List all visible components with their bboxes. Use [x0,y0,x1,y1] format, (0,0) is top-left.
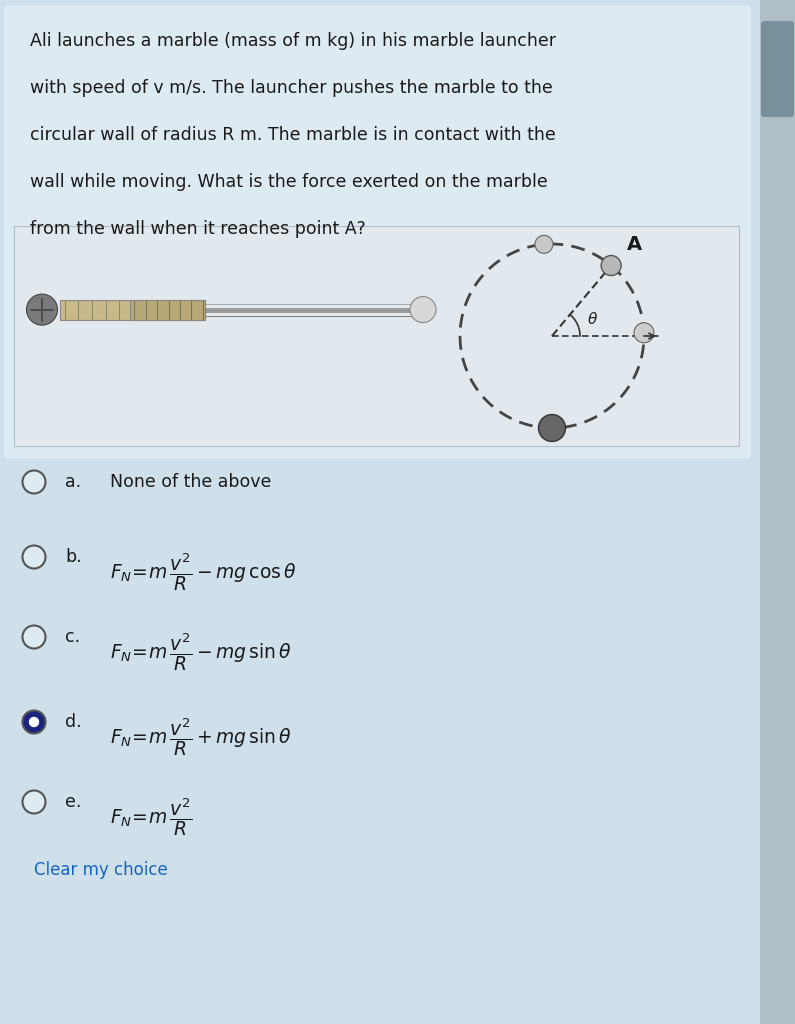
Text: $F_N\!=\!m\,\dfrac{v^2}{R} + mg\,\sin\theta$: $F_N\!=\!m\,\dfrac{v^2}{R} + mg\,\sin\th… [110,717,292,758]
Text: $F_N\!=\!m\,\dfrac{v^2}{R} - mg\,\cos\theta$: $F_N\!=\!m\,\dfrac{v^2}{R} - mg\,\cos\th… [110,551,297,593]
Circle shape [22,470,45,494]
Circle shape [410,297,436,323]
Circle shape [22,791,45,813]
Text: None of the above: None of the above [110,473,271,490]
Text: a.: a. [65,473,81,490]
Text: with speed of v m/s. The launcher pushes the marble to the: with speed of v m/s. The launcher pushes… [30,79,553,97]
Text: $\theta$: $\theta$ [587,311,598,327]
Text: b.: b. [65,548,82,566]
Text: Clear my choice: Clear my choice [34,861,168,879]
Circle shape [535,236,553,253]
Text: Ali launches a marble (mass of m kg) in his marble launcher: Ali launches a marble (mass of m kg) in … [30,32,556,50]
Text: A: A [627,234,642,254]
Circle shape [22,546,45,568]
Text: $F_N\!=\!m\,\dfrac{v^2}{R}$: $F_N\!=\!m\,\dfrac{v^2}{R}$ [110,797,192,838]
FancyBboxPatch shape [14,226,739,446]
Bar [60,300,205,319]
Circle shape [601,256,621,275]
Circle shape [29,717,39,727]
Text: $F_N\!=\!m\,\dfrac{v^2}{R} - mg\,\sin\theta$: $F_N\!=\!m\,\dfrac{v^2}{R} - mg\,\sin\th… [110,632,292,673]
Bar [130,300,205,319]
FancyBboxPatch shape [761,22,794,117]
Text: wall while moving. What is the force exerted on the marble: wall while moving. What is the force exe… [30,173,548,191]
Circle shape [26,294,57,325]
Circle shape [22,626,45,648]
Text: e.: e. [65,793,81,811]
FancyBboxPatch shape [4,6,751,458]
Bar [760,0,795,1024]
Circle shape [538,415,565,441]
Text: c.: c. [65,628,80,646]
Circle shape [22,711,45,733]
Circle shape [634,323,654,343]
Text: from the wall when it reaches point A?: from the wall when it reaches point A? [30,220,366,238]
Text: d.: d. [65,713,82,731]
Text: circular wall of radius R m. The marble is in contact with the: circular wall of radius R m. The marble … [30,126,556,144]
